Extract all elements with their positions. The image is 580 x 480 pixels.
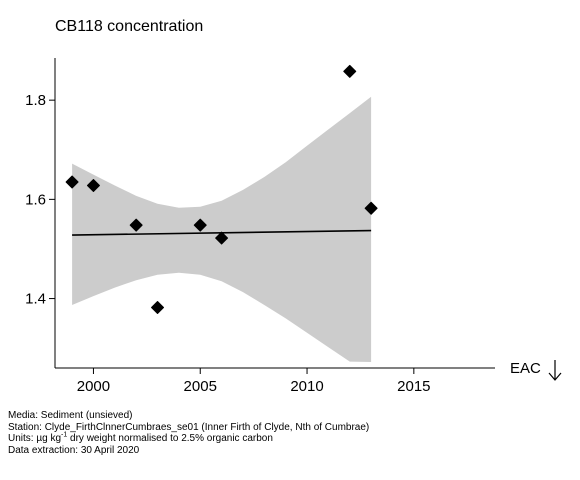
footer-station: Station: Clyde_FirthClnnerCumbraes_se01 … (8, 421, 370, 433)
chart-title: CB118 concentration (55, 18, 204, 35)
footer-units-superscript: -1 (61, 431, 68, 439)
confidence-band (72, 96, 372, 362)
data-point (193, 218, 207, 232)
footer-extraction: Data extraction: 30 April 2020 (8, 444, 140, 456)
data-point (151, 300, 165, 314)
footer-units-suffix: dry weight normalised to 2.5% organic ca… (67, 433, 273, 444)
data-point (343, 64, 357, 78)
eac-label: EAC (510, 360, 541, 377)
down-arrow-icon (548, 360, 562, 381)
data-point (215, 231, 229, 245)
footer-units-prefix: Units: µg kg (8, 433, 62, 444)
data-point (364, 201, 378, 215)
footer-notes: Media: Sediment (unsieved) Station: Clyd… (8, 410, 369, 456)
x-tick-label: 2005 (184, 378, 217, 395)
y-tick-label: 1.6 (25, 191, 46, 208)
x-tick-label: 2015 (397, 378, 430, 395)
footer-media: Media: Sediment (unsieved) (8, 410, 133, 421)
y-tick-label: 1.4 (25, 291, 46, 308)
data-point (129, 218, 143, 232)
footer-units: Units: µg kg-1 dry weight normalised to … (8, 431, 369, 445)
x-tick-label: 2010 (290, 378, 323, 395)
x-tick-label: 2000 (77, 378, 110, 395)
data-point (86, 178, 100, 192)
data-point (65, 175, 79, 189)
y-tick-label: 1.8 (25, 92, 46, 109)
